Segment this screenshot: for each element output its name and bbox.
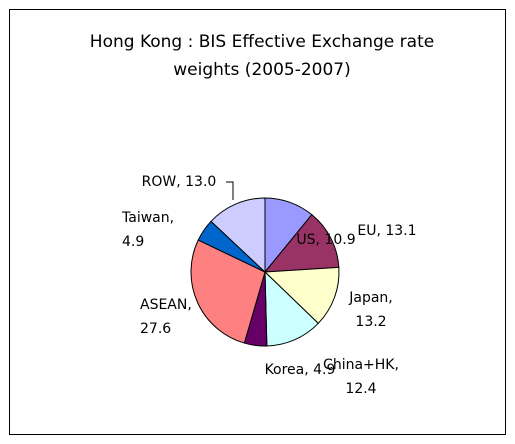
data-label: Korea, 4.9: [265, 362, 336, 378]
leader-line: [226, 181, 234, 200]
data-label: Taiwan, 4.9: [121, 210, 174, 250]
pie-slice: [210, 197, 266, 274]
data-label: ASEAN, 27.6: [140, 297, 192, 337]
pie-slice: [264, 270, 320, 347]
pie-slice: [263, 213, 340, 273]
pie-slice: [190, 239, 266, 344]
data-label: Japan, 13.2: [348, 290, 393, 330]
data-label: EU, 13.1: [357, 223, 416, 239]
data-label: ROW, 13.0: [142, 174, 217, 190]
data-label: US, 10.9: [296, 232, 355, 248]
pie-slice: [263, 266, 340, 325]
chart-title: Hong Kong : BIS Effective Exchange rate w…: [90, 32, 434, 80]
data-label: China+HK, 12.4: [323, 357, 399, 397]
